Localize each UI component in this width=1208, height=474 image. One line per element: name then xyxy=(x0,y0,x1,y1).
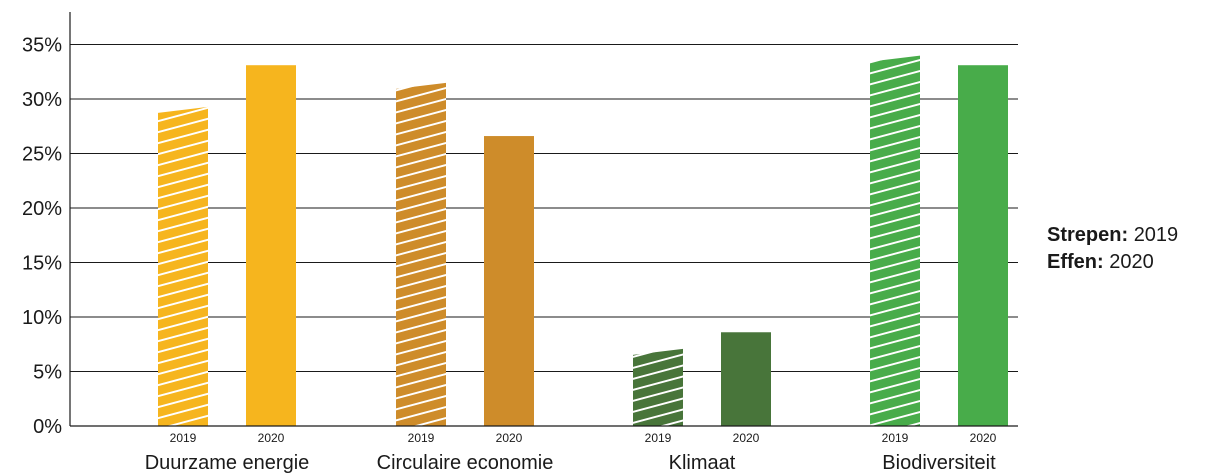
legend-solid-label: Effen: xyxy=(1047,251,1104,273)
x-sub-tick-label: 2019 xyxy=(408,431,435,445)
x-sub-tick-label: 2020 xyxy=(496,431,523,445)
y-tick-label: 25% xyxy=(22,144,62,166)
y-tick-label: 10% xyxy=(22,307,62,329)
x-category-label: Duurzame energie xyxy=(145,452,310,474)
x-category-label: Circulaire economie xyxy=(377,452,554,474)
x-sub-tick-label: 2020 xyxy=(970,431,997,445)
x-sub-tick-label: 2019 xyxy=(882,431,909,445)
x-sub-tick-label: 2019 xyxy=(170,431,197,445)
y-tick-label: 35% xyxy=(22,35,62,57)
legend-solid-value: 2020 xyxy=(1109,251,1154,273)
y-tick-label: 20% xyxy=(22,198,62,220)
y-tick-label: 5% xyxy=(33,362,62,384)
x-category-label: Biodiversiteit xyxy=(882,452,996,474)
bar-klimaat-2019 xyxy=(633,348,683,426)
legend-striped: Strepen: 2019 xyxy=(1047,222,1178,249)
bar-biodiversiteit-2020 xyxy=(958,65,1008,427)
y-tick-label: 30% xyxy=(22,89,62,111)
bar-circulaire-economie-2019 xyxy=(396,82,446,427)
x-sub-tick-label: 2020 xyxy=(258,431,285,445)
legend-striped-value: 2019 xyxy=(1133,224,1179,246)
y-tick-label: 0% xyxy=(33,416,62,438)
bar-circulaire-economie-2020 xyxy=(484,136,534,426)
bar-biodiversiteit-2019 xyxy=(870,55,920,427)
x-sub-tick-label: 2019 xyxy=(645,431,672,445)
x-sub-tick-label: 2020 xyxy=(733,431,760,445)
y-tick-label: 15% xyxy=(22,253,62,275)
legend-striped-label: Strepen: xyxy=(1047,224,1129,246)
x-category-label: Klimaat xyxy=(669,452,736,474)
bar-duurzame-energie-2019 xyxy=(158,106,208,427)
bar-duurzame-energie-2020 xyxy=(246,65,296,427)
legend: Strepen: 2019 Effen: 2020 xyxy=(1047,222,1178,276)
bar-klimaat-2020 xyxy=(721,332,771,426)
legend-solid: Effen: 2020 xyxy=(1047,249,1178,276)
